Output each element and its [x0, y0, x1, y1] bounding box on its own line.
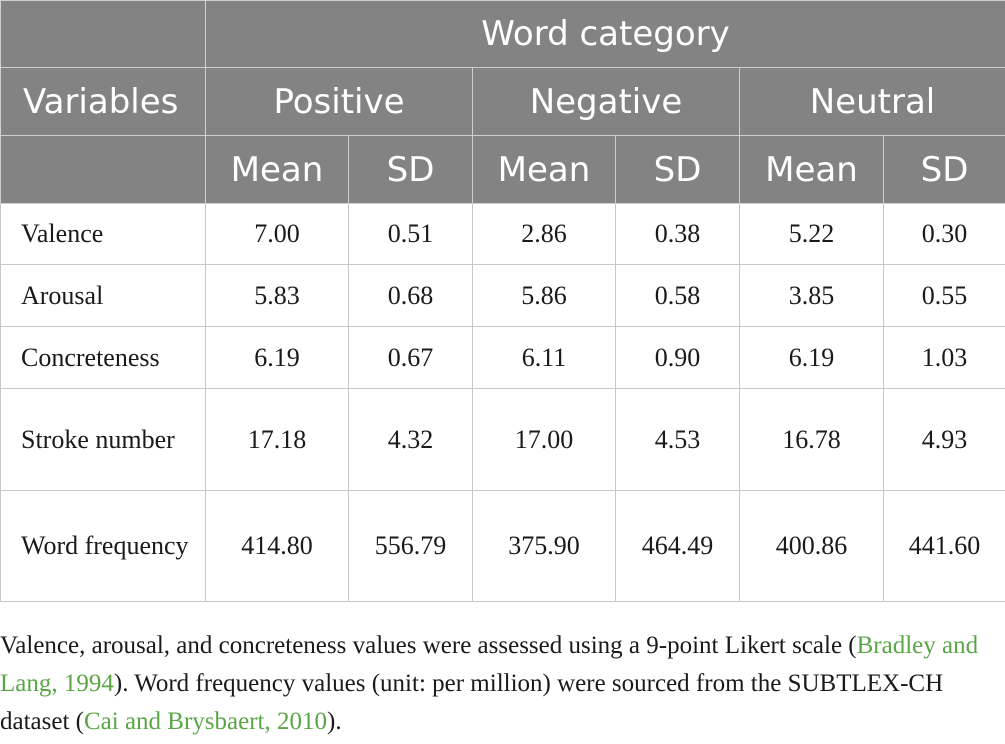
table-cell: 4.93	[883, 388, 1005, 491]
table-cell: 441.60	[883, 490, 1005, 602]
stat-header-mean: Mean	[472, 135, 616, 204]
footnote-text: Valence, arousal, and concreteness value…	[0, 632, 857, 659]
header-empty-cell	[0, 135, 206, 204]
table-header: Word category Variables Positive Negativ…	[0, 0, 1005, 204]
table-cell: 0.90	[615, 326, 740, 389]
category-header-neutral: Neutral	[739, 67, 1005, 136]
row-label: Word frequency	[0, 490, 206, 602]
table-cell: 6.19	[205, 326, 349, 389]
table-cell: 2.86	[472, 203, 616, 265]
table-cell: 0.51	[348, 203, 473, 265]
table-cell: 0.67	[348, 326, 473, 389]
header-row-stats: Mean SD Mean SD Mean SD	[0, 135, 1005, 204]
header-row-categories: Variables Positive Negative Neutral	[0, 67, 1005, 136]
header-row-group: Word category	[0, 0, 1005, 68]
header-empty-cell	[0, 0, 206, 68]
stat-header-sd: SD	[348, 135, 473, 204]
table-cell: 4.53	[615, 388, 740, 491]
row-label: Valence	[0, 203, 206, 265]
table-row: Concreteness 6.19 0.67 6.11 0.90 6.19 1.…	[0, 326, 1005, 389]
citation-link-bradley-lang[interactable]: Bradley and Lang, 1994	[0, 632, 979, 697]
table-cell: 16.78	[739, 388, 884, 491]
table-row: Arousal 5.83 0.68 5.86 0.58 3.85 0.55	[0, 264, 1005, 327]
citation-link-cai-brysbaert[interactable]: Cai and Brysbaert, 2010	[83, 708, 327, 735]
table-cell: 556.79	[348, 490, 473, 602]
table-cell: 5.22	[739, 203, 884, 265]
row-label: Concreteness	[0, 326, 206, 389]
stat-header-sd: SD	[615, 135, 740, 204]
table-row: Word frequency 414.80 556.79 375.90 464.…	[0, 490, 1005, 602]
variables-header: Variables	[0, 67, 206, 136]
table-cell: 0.30	[883, 203, 1005, 265]
table-cell: 5.86	[472, 264, 616, 327]
table-cell: 0.55	[883, 264, 1005, 327]
category-header-negative: Negative	[472, 67, 740, 136]
stat-header-mean: Mean	[205, 135, 349, 204]
word-category-table: Word category Variables Positive Negativ…	[0, 0, 1005, 602]
category-header-positive: Positive	[205, 67, 473, 136]
table-cell: 464.49	[615, 490, 740, 602]
footnote-text: ). Word frequency values (unit: per mill…	[0, 670, 944, 735]
table-cell: 6.11	[472, 326, 616, 389]
table-cell: 414.80	[205, 490, 349, 602]
table-cell: 0.58	[615, 264, 740, 327]
table-body: Valence 7.00 0.51 2.86 0.38 5.22 0.30 Ar…	[0, 203, 1005, 602]
table-cell: 375.90	[472, 490, 616, 602]
table-row: Stroke number 17.18 4.32 17.00 4.53 16.7…	[0, 388, 1005, 491]
table-cell: 0.68	[348, 264, 473, 327]
table-cell: 5.83	[205, 264, 349, 327]
table-cell: 0.38	[615, 203, 740, 265]
row-label: Stroke number	[0, 388, 206, 491]
table-cell: 4.32	[348, 388, 473, 491]
table-cell: 17.18	[205, 388, 349, 491]
table-cell: 7.00	[205, 203, 349, 265]
stat-header-mean: Mean	[739, 135, 884, 204]
group-header: Word category	[205, 0, 1005, 68]
table-cell: 400.86	[739, 490, 884, 602]
row-label: Arousal	[0, 264, 206, 327]
table-cell: 3.85	[739, 264, 884, 327]
table-cell: 6.19	[739, 326, 884, 389]
table-cell: 17.00	[472, 388, 616, 491]
footnote-text: ).	[327, 708, 342, 735]
table-footnote: Valence, arousal, and concreteness value…	[0, 627, 1005, 741]
table-row: Valence 7.00 0.51 2.86 0.38 5.22 0.30	[0, 203, 1005, 265]
stat-header-sd: SD	[883, 135, 1005, 204]
table-cell: 1.03	[883, 326, 1005, 389]
